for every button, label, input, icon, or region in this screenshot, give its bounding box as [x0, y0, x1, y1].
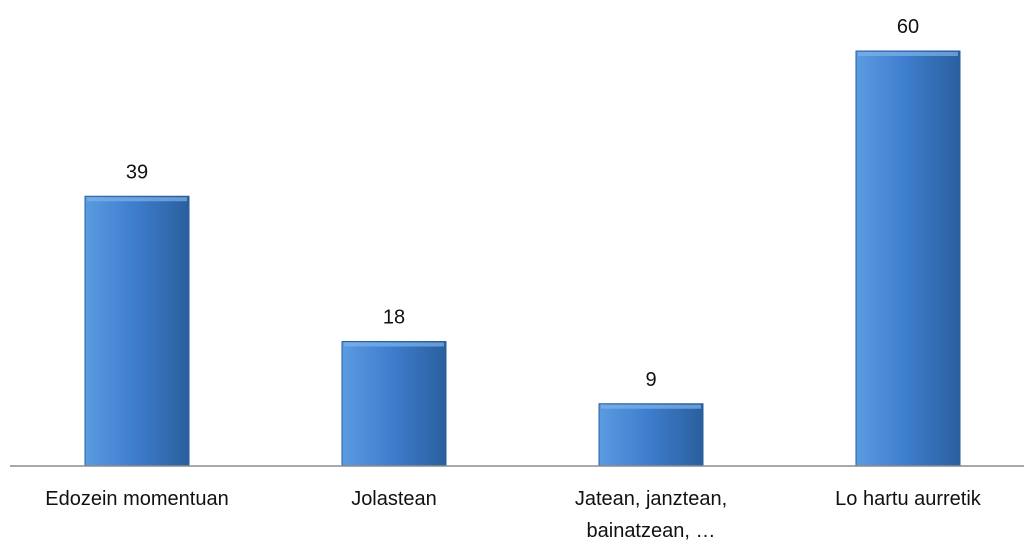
bar-1	[341, 341, 447, 467]
labels-group: 39 Edozein momentuan 18 Jolastean 9 Jatean, j…	[45, 16, 982, 542]
tick-label-0: Edozein momentuan	[45, 488, 228, 510]
bar-2	[598, 403, 704, 467]
tick-label-3: Lo hartu aurretik	[835, 488, 982, 510]
data-label-1: 18	[383, 307, 405, 329]
data-label-0: 39	[126, 161, 148, 183]
tick-label-1: Jolastean	[351, 488, 437, 510]
bar-highlight-2	[601, 404, 701, 409]
bar-highlight-0	[87, 197, 187, 202]
bars-group	[84, 50, 961, 467]
tick-label-2: Jatean, janztean, bainatzean, …	[575, 488, 727, 542]
bar-3	[855, 50, 961, 467]
bar-highlight-1	[344, 342, 444, 347]
bar-highlight-3	[858, 52, 958, 56]
bar-0	[84, 195, 190, 467]
data-label-2: 9	[645, 369, 656, 391]
data-label-3: 60	[897, 16, 919, 38]
